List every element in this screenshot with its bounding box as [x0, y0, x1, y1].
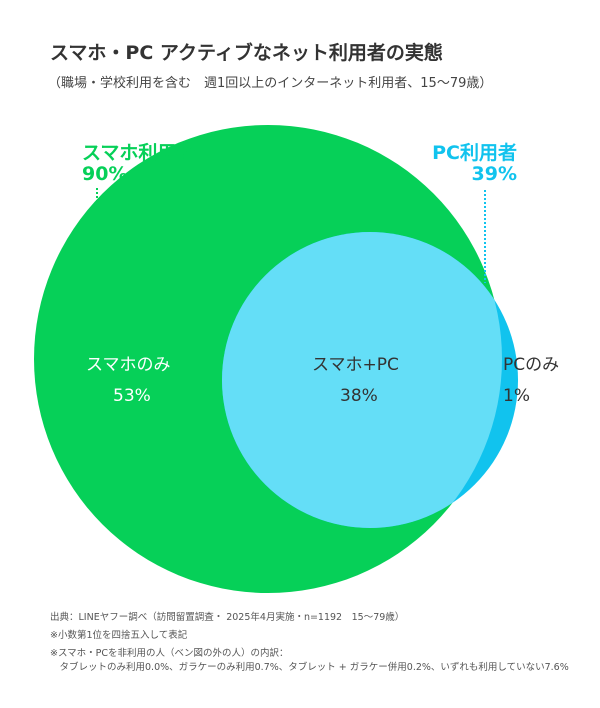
smartphone-set-label: スマホ利用者	[82, 142, 196, 164]
rounding-note: ※小数第1位を四捨五入して表記	[50, 630, 188, 641]
smartphone-only-label: スマホのみ	[86, 355, 171, 375]
source-note: 出典：LINEヤフー調べ（訪問留置調査・ 2025年4月実施・n=1192 15…	[50, 612, 405, 623]
pc-only-value: 1%	[503, 386, 530, 406]
non-user-note: ※スマホ・PCを非利用の人（ベン図の外の人）の内訳：	[50, 648, 289, 659]
pc-set-label: PC利用者	[432, 142, 517, 164]
page-title: スマホ・PC アクティブなネット利用者の実態	[50, 42, 443, 64]
smartphone-set-value: 90%	[82, 163, 128, 185]
overlap-value: 38%	[340, 386, 378, 406]
subtitle: （職場・学校利用を含む 週1回以上のインターネット利用者、15〜79歳）	[48, 76, 493, 91]
overlap-region	[222, 232, 502, 528]
overlap-label: スマホ+PC	[312, 355, 399, 375]
pc-set-value: 39%	[471, 163, 517, 185]
smartphone-only-value: 53%	[113, 386, 151, 406]
pc-only-label: PCのみ	[503, 355, 560, 375]
non-user-breakdown: タブレットのみ利用0.0%、ガラケーのみ利用0.7%、タブレット + ガラケー併…	[50, 662, 569, 673]
